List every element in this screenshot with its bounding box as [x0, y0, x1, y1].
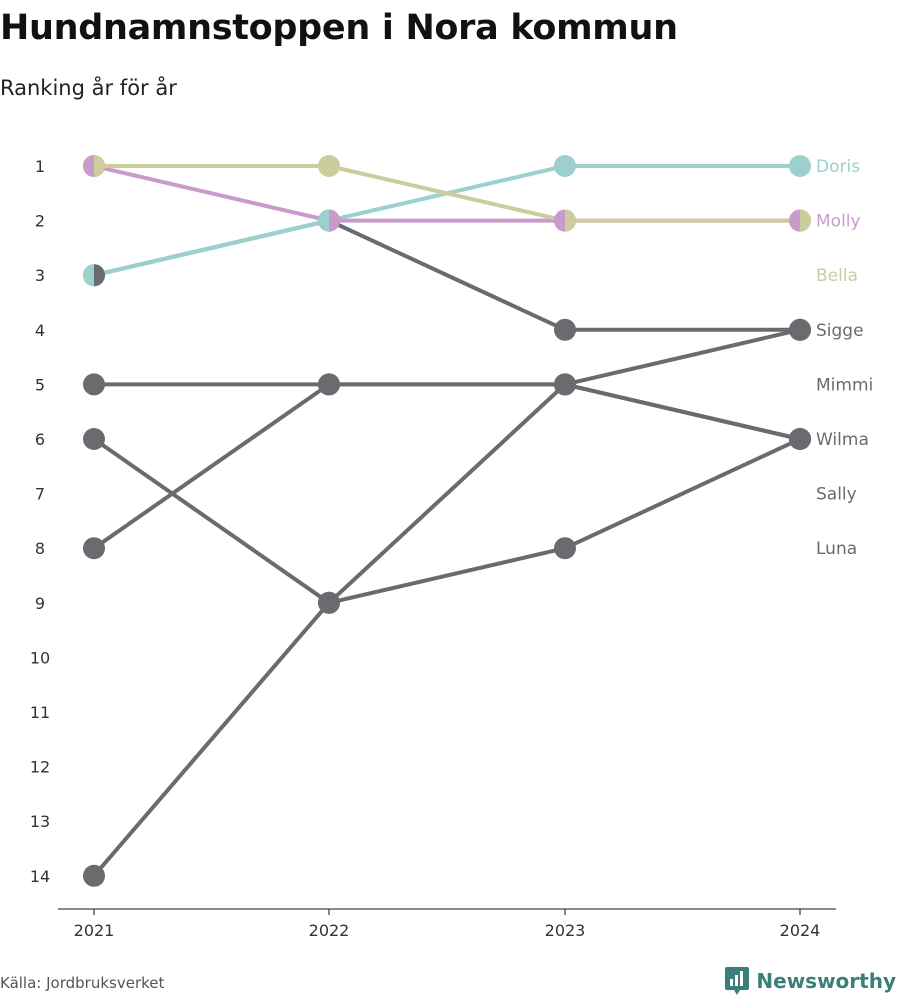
y-tick-label: 7 [35, 485, 45, 504]
data-point-right-half [94, 155, 105, 177]
series-line-luna [92, 437, 802, 878]
brand-logo: Newsworthy [724, 966, 896, 996]
data-point-left-half [318, 209, 329, 232]
y-tick-label: 12 [30, 758, 50, 777]
data-point-right-half [800, 209, 811, 232]
data-point-sally [83, 537, 105, 560]
data-point-left-half [83, 264, 94, 287]
x-tick-label: 2022 [309, 921, 350, 940]
data-point-doris [789, 155, 811, 177]
series-line-sally [92, 382, 802, 551]
data-point-left-half [554, 209, 565, 232]
y-tick-label: 13 [30, 812, 50, 831]
series-line-sigge [92, 218, 802, 332]
y-tick-label: 8 [35, 539, 45, 558]
data-point-luna [554, 537, 576, 560]
chart-title: Hundnamnstoppen i Nora kommun [0, 8, 678, 48]
data-point-sally [318, 373, 340, 396]
data-point-luna [789, 428, 811, 450]
series-line-mimmi [92, 327, 802, 387]
data-point-sigge [554, 318, 576, 341]
series-label-luna: Luna [816, 539, 857, 559]
data-point-wilma [83, 428, 105, 450]
series-label-wilma: Wilma [816, 430, 869, 450]
data-point-right-half [329, 209, 340, 232]
y-tick-label: 6 [35, 430, 45, 449]
series-lines [92, 164, 802, 878]
series-label-molly: Molly [816, 212, 861, 232]
data-point-doris [554, 155, 576, 177]
series-line-bella [92, 164, 802, 223]
series-label-sigge: Sigge [816, 321, 864, 341]
source-note: Källa: Jordbruksverket [0, 974, 165, 992]
data-point-left-half [789, 209, 800, 232]
data-point-mimmi [83, 373, 105, 396]
data-point-bella [318, 155, 340, 177]
series-label-bella: Bella [816, 266, 858, 286]
bar-chart-speech-bubble-icon [725, 967, 750, 995]
y-tick-label: 9 [35, 594, 45, 613]
series-line-wilma [92, 382, 802, 605]
data-point-luna [318, 591, 340, 614]
series-markers [83, 155, 811, 887]
y-tick-label: 10 [30, 648, 50, 667]
y-tick-label: 14 [30, 867, 50, 886]
series-label-sally: Sally [816, 485, 857, 505]
y-tick-label: 2 [35, 212, 45, 231]
series-label-doris: Doris [816, 157, 860, 177]
y-tick-label: 11 [30, 703, 50, 722]
y-tick-label: 1 [35, 157, 45, 176]
data-point-mimmi [789, 318, 811, 341]
data-point-luna [83, 864, 105, 887]
x-tick-label: 2021 [74, 921, 115, 940]
y-tick-label: 5 [35, 375, 45, 394]
series-label-mimmi: Mimmi [816, 375, 873, 395]
x-tick-label: 2023 [545, 921, 586, 940]
y-tick-label: 4 [35, 321, 45, 340]
chart-subtitle: Ranking år för år [0, 76, 177, 100]
y-tick-label: 3 [35, 266, 45, 285]
brand-name: Newsworthy [756, 969, 896, 993]
data-point-left-half [83, 155, 94, 177]
x-tick-label: 2024 [780, 921, 821, 940]
data-point-right-half [94, 264, 106, 287]
data-point-right-half [565, 209, 576, 232]
data-point-sally [554, 373, 576, 396]
